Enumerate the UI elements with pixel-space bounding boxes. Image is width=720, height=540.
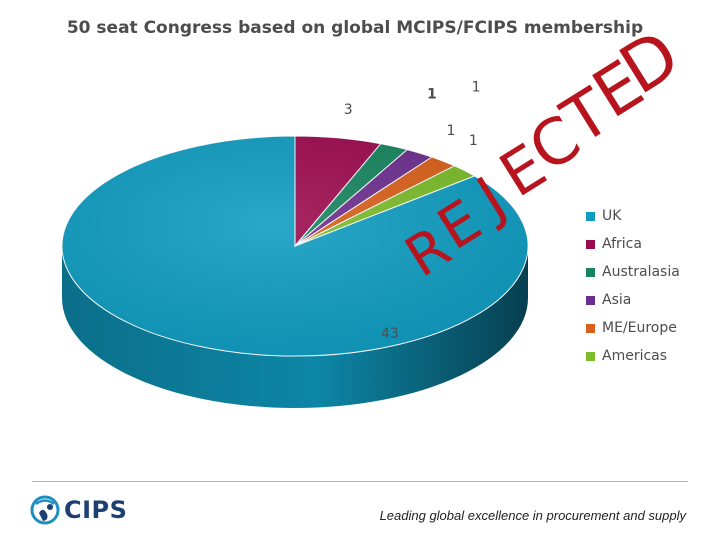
data-label-uk: 43 — [381, 326, 399, 342]
legend-item-australasia: Australasia — [586, 258, 680, 286]
data-label-australasia: 1 — [427, 87, 437, 103]
data-label-americas: 1 — [469, 133, 478, 149]
data-label-me-europe: 1 — [446, 123, 455, 139]
legend-item-americas: Americas — [586, 342, 680, 370]
legend-item-me-europe: ME/Europe — [586, 314, 680, 342]
legend-label: Americas — [602, 348, 668, 364]
legend-swatch — [586, 211, 595, 221]
footer-tagline: Leading global excellence in procurement… — [379, 508, 686, 523]
logo-wordmark: CIPS — [64, 496, 128, 524]
cips-globe-icon — [30, 495, 60, 525]
footer-divider — [32, 481, 688, 482]
legend-swatch — [586, 351, 595, 361]
legend-item-uk: UK — [586, 202, 680, 230]
legend-label: Australasia — [602, 264, 680, 280]
legend-item-africa: Africa — [586, 230, 680, 258]
data-label-asia: 1 — [472, 79, 481, 95]
legend-label: Asia — [602, 292, 632, 308]
cips-logo: CIPS — [30, 492, 127, 528]
legend-item-asia: Asia — [586, 286, 680, 314]
data-label-africa: 3 — [344, 102, 353, 118]
chart-title: 50 seat Congress based on global MCIPS/F… — [66, 18, 644, 38]
legend-swatch — [586, 323, 595, 333]
legend-label: UK — [602, 208, 622, 224]
legend-label: ME/Europe — [602, 320, 677, 336]
chart-legend: UK Africa Australasia Asia ME/Europe Americas — [586, 202, 680, 370]
legend-swatch — [586, 239, 595, 249]
legend-swatch — [586, 295, 595, 305]
legend-swatch — [586, 267, 595, 277]
pie-side-wall — [62, 246, 528, 408]
legend-label: Africa — [602, 236, 642, 252]
